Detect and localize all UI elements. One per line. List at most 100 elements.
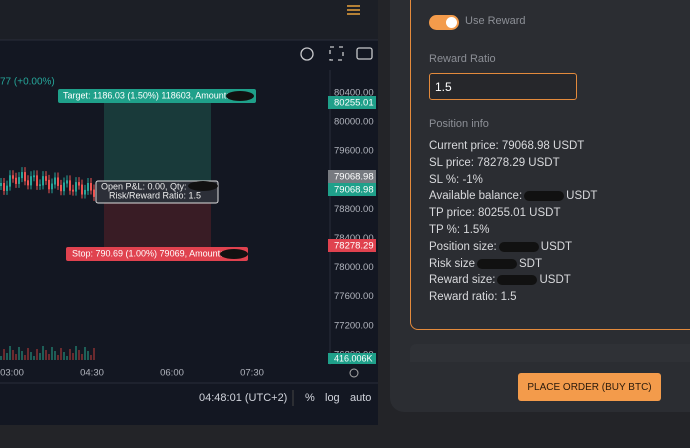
info-line: Reward ratio: 1.5 (429, 291, 517, 303)
volume-bar (30, 352, 32, 360)
volume-bar (57, 355, 59, 360)
volume-bar (42, 346, 44, 360)
change-label: 77 (+0.00%) (0, 77, 55, 88)
volume-bar (27, 348, 29, 360)
toggle[interactable] (429, 15, 459, 30)
candles (0, 167, 95, 360)
info-text: TP %: 1.5% (429, 224, 490, 236)
info-line: SL %: -1% (429, 174, 483, 186)
info-text: Current price: 79068.98 USDT (429, 140, 585, 152)
target-zone (104, 96, 211, 188)
price-tick: 77200.00 (334, 320, 374, 331)
redaction (226, 91, 254, 101)
volume-bar (18, 347, 20, 360)
stop-tag (66, 247, 248, 261)
target-label: Target: 1186.03 (1.50%) 118603, Amount: (63, 90, 229, 100)
time-tick: 04:30 (80, 368, 104, 379)
info-line: Available balance: USDT (429, 190, 597, 202)
volume-bar (60, 348, 62, 360)
toggle-label: Use Reward (465, 15, 526, 27)
info-text: USDT (540, 240, 573, 253)
volume-bar (87, 351, 89, 360)
candle (6, 185, 8, 191)
volume-bar (84, 347, 86, 360)
candle (0, 183, 2, 186)
volume-bar (24, 355, 26, 360)
place-order-button[interactable]: PLACE ORDER (BUY BTC) (518, 373, 661, 401)
info-line: Reward size: USDT (429, 274, 571, 286)
price-tick: 78400.00 (334, 233, 374, 244)
settings-box (410, 0, 690, 330)
camera-icon[interactable] (356, 47, 373, 60)
info-text: USDT (566, 190, 598, 203)
ratio-input[interactable] (429, 73, 577, 100)
filter-icon[interactable] (347, 5, 360, 15)
candle (60, 184, 62, 192)
volume-bar (66, 356, 68, 360)
info-text: Reward size: (429, 274, 496, 287)
price-tick: 77600.00 (334, 291, 374, 302)
chart-panel: 77 (+0.00%) Target: 1186.03 (1.50%) 1186… (0, 0, 378, 425)
candle (21, 172, 23, 179)
redaction (497, 275, 538, 286)
redaction (220, 249, 248, 259)
candle (87, 183, 89, 191)
time-tick: 07:30 (240, 368, 264, 379)
candle (15, 177, 17, 184)
separator (410, 344, 690, 362)
price-tick: 78000.00 (334, 262, 374, 273)
volume-bar (3, 349, 5, 360)
target-price: 80255.01 (334, 98, 374, 109)
candle (57, 177, 59, 186)
axis-settings[interactable] (349, 368, 359, 378)
candle (75, 182, 77, 192)
candle (69, 180, 71, 191)
price-tick: 80000.00 (334, 117, 374, 128)
candle (84, 189, 86, 195)
price-marker (328, 170, 376, 183)
info-text: SDT (519, 257, 543, 270)
volume-bar (9, 346, 11, 360)
info-text: SL price: 78278.29 USDT (429, 156, 560, 169)
candle (9, 175, 11, 187)
info-line: TP %: 1.5% (429, 224, 490, 236)
settings-icon[interactable] (300, 47, 314, 61)
candle (39, 184, 41, 186)
candle (3, 183, 5, 191)
volume-bar (78, 350, 80, 360)
info-line: SL price: 78278.29 USDT (429, 157, 560, 169)
candle (30, 176, 32, 186)
log-toggle[interactable]: log (325, 392, 340, 404)
volume-bar (75, 346, 77, 360)
percent-toggle[interactable]: % (305, 392, 315, 404)
redaction (524, 191, 565, 202)
volume-bar (6, 353, 8, 360)
order-panel (390, 0, 690, 412)
volume-bar (90, 355, 92, 360)
volume-bar (69, 349, 71, 360)
volume-bar (39, 353, 41, 360)
pnl-tag (95, 180, 219, 204)
ratio-value: 1.5 (435, 80, 452, 94)
volume-bar (15, 354, 17, 360)
price-marker (328, 353, 376, 364)
volume-bar (48, 354, 50, 360)
candle (42, 176, 44, 186)
fullscreen-icon[interactable] (329, 46, 344, 61)
candle (78, 182, 80, 186)
price-tick: 78800.00 (334, 204, 374, 215)
candle (33, 175, 35, 178)
info-line: Position size: USDT (429, 241, 572, 253)
candle (81, 184, 83, 195)
price-marker (328, 239, 376, 252)
volume-bar (33, 356, 35, 360)
candle (66, 180, 68, 184)
candle (93, 189, 95, 197)
price-marker (328, 96, 376, 109)
info-line: Risk size SDT (429, 258, 542, 270)
candle (48, 179, 50, 190)
redaction (477, 258, 518, 269)
info-text: TP price: 80255.01 USDT (429, 207, 561, 220)
volume-bar (21, 351, 23, 360)
auto-toggle[interactable]: auto (350, 392, 371, 404)
